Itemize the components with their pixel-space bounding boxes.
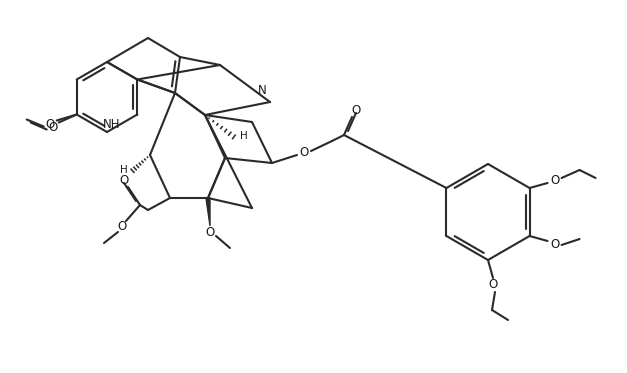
Text: O: O (45, 118, 55, 131)
Text: O: O (488, 279, 498, 292)
Text: O: O (206, 226, 214, 239)
Text: H: H (240, 131, 248, 141)
Text: O: O (550, 173, 559, 186)
Text: O: O (48, 121, 57, 134)
Text: O: O (351, 104, 361, 117)
Text: O: O (550, 238, 559, 251)
Polygon shape (206, 198, 210, 226)
Text: O: O (117, 220, 127, 233)
Text: O: O (299, 147, 308, 160)
Text: O: O (119, 175, 129, 188)
Text: H: H (120, 165, 128, 175)
Text: N: N (258, 84, 266, 97)
Text: NH: NH (103, 117, 121, 131)
